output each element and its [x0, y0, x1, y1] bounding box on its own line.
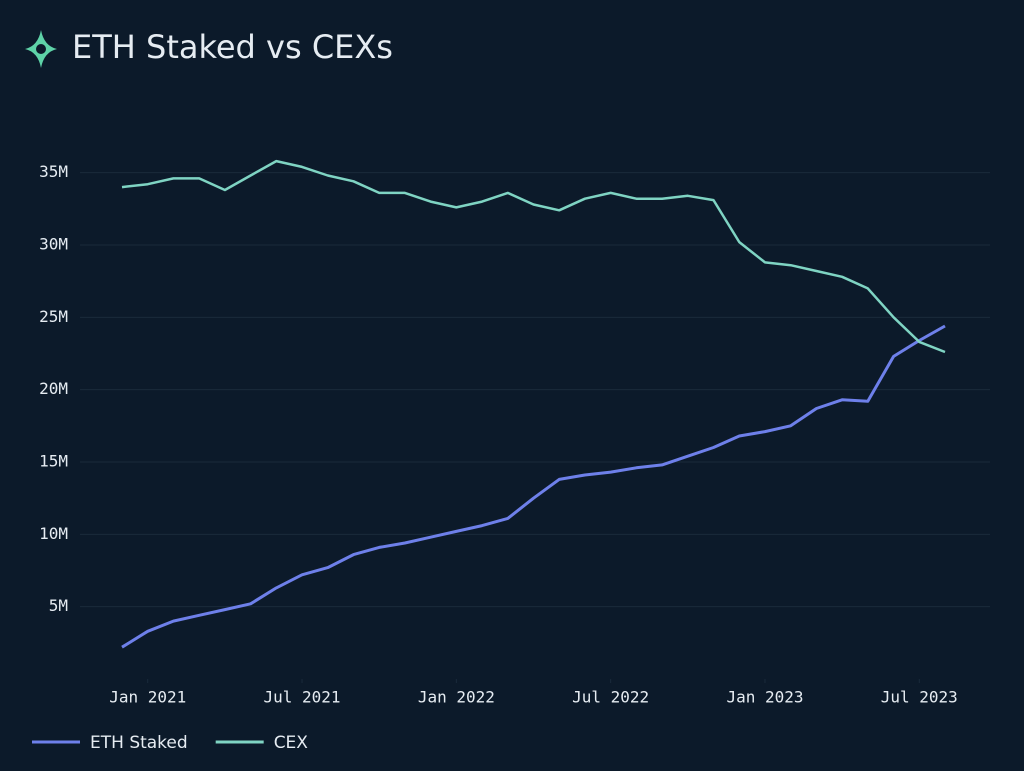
- line: [121, 324, 946, 649]
- x-tick-label: Jul 2022: [572, 688, 649, 707]
- logo-center: [36, 44, 46, 54]
- y-tick-label: 25M: [39, 307, 68, 326]
- y-tick-label: 30M: [39, 234, 68, 253]
- legend-label: CEX: [274, 733, 309, 753]
- x-tick-label: Jan 2021: [109, 688, 186, 707]
- y-tick-label: 15M: [39, 451, 68, 470]
- y-tick-label: 10M: [39, 524, 68, 543]
- line: [121, 159, 946, 354]
- y-tick-label: 5M: [49, 596, 68, 615]
- y-tick-label: 35M: [39, 162, 68, 181]
- x-tick-label: Jul 2021: [264, 688, 341, 707]
- x-tick-label: Jul 2023: [881, 688, 958, 707]
- chart-title: ETH Staked vs CEXs: [72, 28, 393, 66]
- x-tick-label: Jan 2023: [726, 688, 803, 707]
- legend-label: ETH Staked: [90, 733, 188, 753]
- y-tick-label: 20M: [39, 379, 68, 398]
- x-tick-label: Jan 2022: [418, 688, 495, 707]
